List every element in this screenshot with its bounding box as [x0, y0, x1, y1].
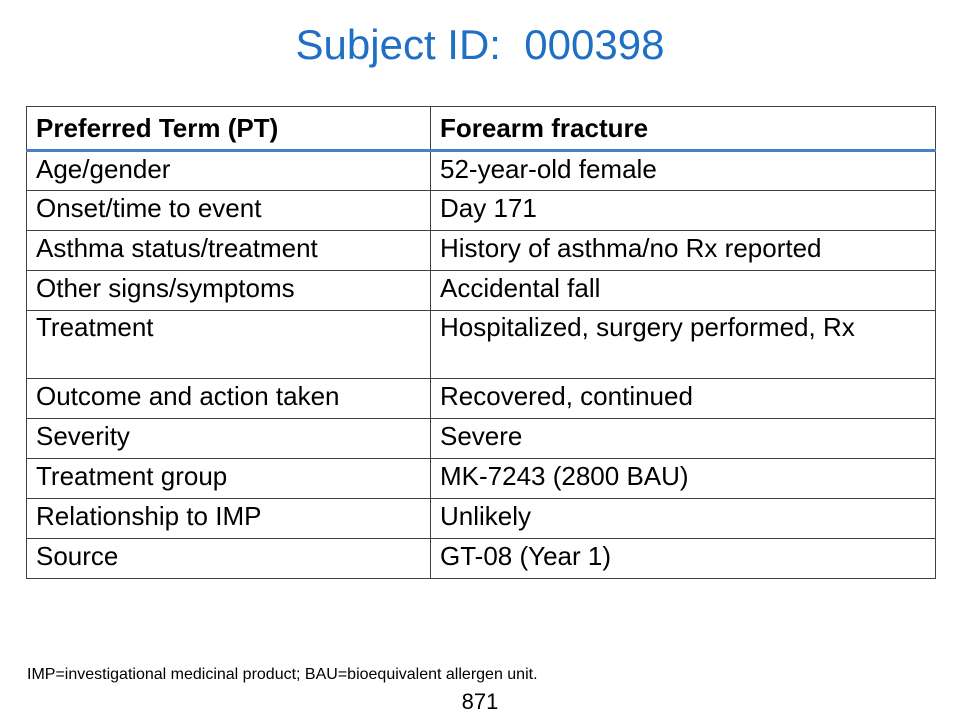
row-value: Unlikely: [430, 498, 936, 539]
table-row: Treatment group MK-7243 (2800 BAU): [26, 458, 936, 499]
row-value: History of asthma/no Rx reported: [430, 230, 936, 271]
row-label: Asthma status/treatment: [26, 230, 431, 271]
page-number: 871: [461, 689, 499, 714]
table-row: Treatment Hospitalized, surgery performe…: [26, 310, 936, 379]
table-row: Outcome and action taken Recovered, cont…: [26, 378, 936, 419]
header-label-cell: Preferred Term (PT): [26, 106, 431, 152]
table-row: Age/gender 52-year-old female: [26, 150, 936, 191]
table-row: Severity Severe: [26, 418, 936, 459]
page-title: Subject ID: 000398: [295, 21, 665, 68]
row-value: MK-7243 (2800 BAU): [430, 458, 936, 499]
table-row: Other signs/symptoms Accidental fall: [26, 270, 936, 311]
row-label: Source: [26, 538, 431, 579]
row-value: Hospitalized, surgery performed, Rx: [430, 310, 936, 379]
row-label: Onset/time to event: [26, 190, 431, 231]
row-value: Severe: [430, 418, 936, 459]
row-value: Recovered, continued: [430, 378, 936, 419]
table-row: Asthma status/treatment History of asthm…: [26, 230, 936, 271]
header-value-cell: Forearm fracture: [430, 106, 936, 152]
row-label: Outcome and action taken: [26, 378, 431, 419]
row-label: Age/gender: [26, 150, 431, 191]
row-value: Day 171: [430, 190, 936, 231]
row-value: 52-year-old female: [430, 150, 936, 191]
row-label: Severity: [26, 418, 431, 459]
row-label: Relationship to IMP: [26, 498, 431, 539]
row-value: Accidental fall: [430, 270, 936, 311]
table-header-row: Preferred Term (PT) Forearm fracture: [26, 106, 936, 152]
table-row: Onset/time to event Day 171: [26, 190, 936, 231]
row-label: Treatment group: [26, 458, 431, 499]
footnote: IMP=investigational medicinal product; B…: [27, 666, 538, 683]
table-row: Source GT-08 (Year 1): [26, 538, 936, 579]
row-label: Treatment: [26, 310, 431, 379]
subject-summary-table: Preferred Term (PT) Forearm fracture Age…: [26, 106, 936, 579]
row-label: Other signs/symptoms: [26, 270, 431, 311]
row-value: GT-08 (Year 1): [430, 538, 936, 579]
table-row: Relationship to IMP Unlikely: [26, 498, 936, 539]
